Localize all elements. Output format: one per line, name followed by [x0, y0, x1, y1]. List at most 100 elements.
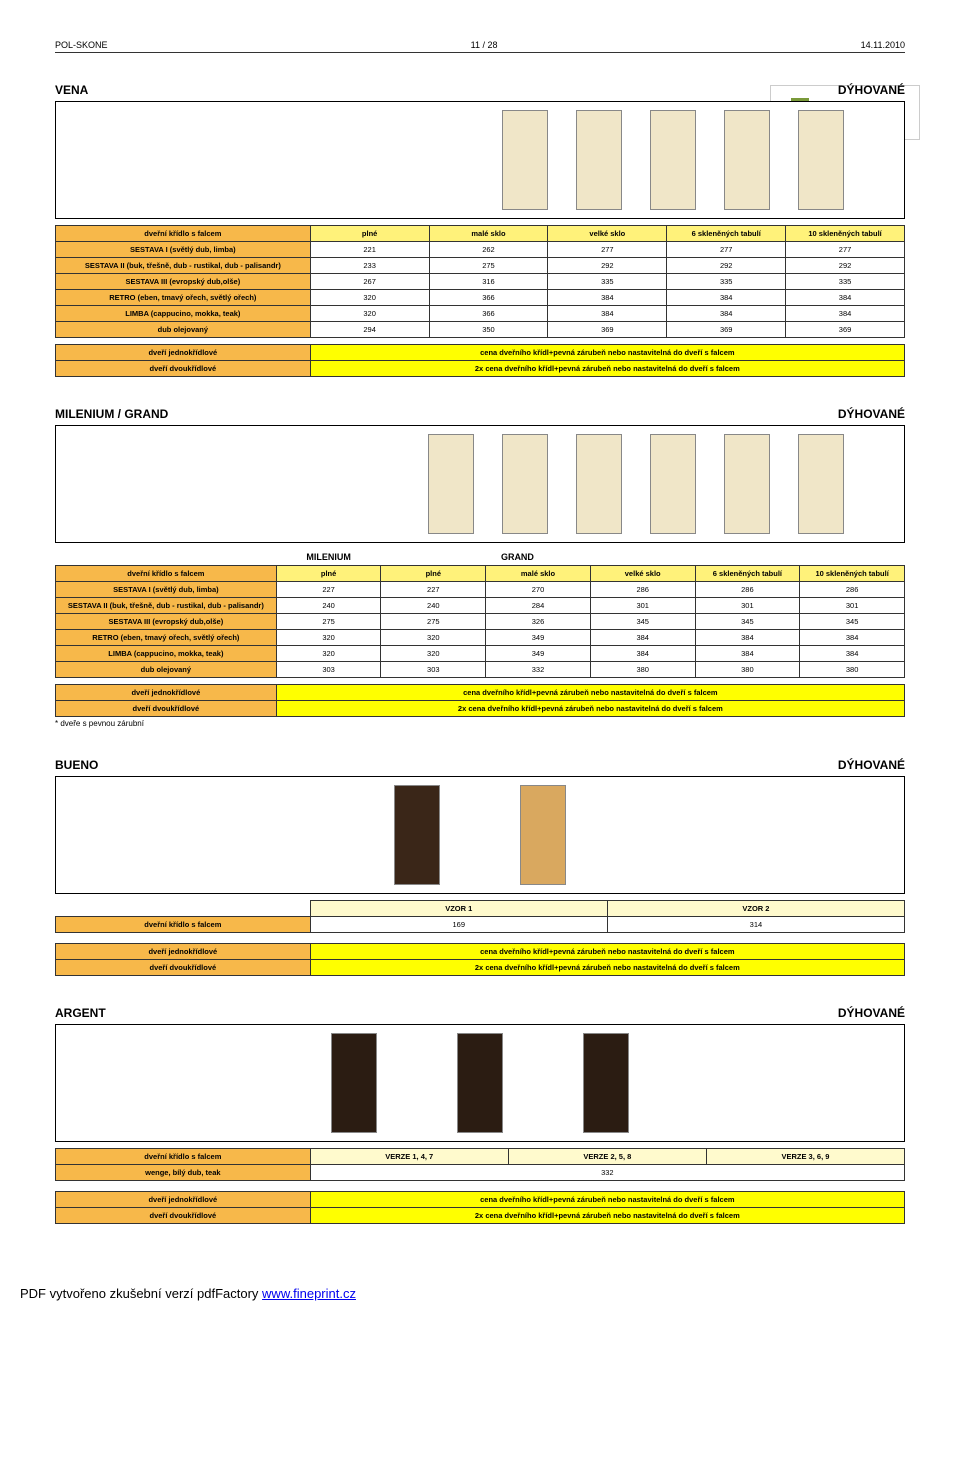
cell: 292: [786, 258, 905, 274]
cell: 366: [429, 306, 548, 322]
cell: 384: [786, 290, 905, 306]
cell: 240: [381, 598, 486, 614]
cell: 345: [590, 614, 695, 630]
argent-section: ARGENT DÝHOVANÉ dveřní křídlo s falcem V…: [55, 1006, 905, 1224]
cell: 349: [486, 630, 591, 646]
cell: 380: [590, 662, 695, 678]
door-image: [798, 110, 844, 210]
milenium-right: DÝHOVANÉ: [838, 407, 905, 421]
cell: 384: [548, 290, 667, 306]
cell: 384: [667, 306, 786, 322]
col-header: 6 skleněných tabulí: [695, 566, 800, 582]
row-label: SESTAVA III (evropský dub,olše): [56, 274, 311, 290]
cell: 384: [590, 630, 695, 646]
cell: 384: [800, 630, 905, 646]
cell: 221: [310, 242, 429, 258]
row-label: SESTAVA III (evropský dub,olše): [56, 614, 277, 630]
door-image: [724, 110, 770, 210]
cell: 320: [310, 306, 429, 322]
cell: 345: [800, 614, 905, 630]
group-header: GRAND: [381, 549, 905, 566]
cell: 332: [310, 1165, 904, 1181]
row-label: SESTAVA II (buk, třešně, dub - rustikal,…: [56, 258, 311, 274]
vena-doors: [55, 101, 905, 219]
row-label: SESTAVA I (světlý dub, limba): [56, 582, 277, 598]
cell: 366: [429, 290, 548, 306]
row-label: dub olejovaný: [56, 322, 311, 338]
cell: 286: [590, 582, 695, 598]
cell: 275: [276, 614, 381, 630]
door-image: [583, 1033, 629, 1133]
cell: 301: [800, 598, 905, 614]
door-image: [502, 110, 548, 210]
note-text: 2x cena dveřního křídl+pevná zárubeň neb…: [276, 701, 904, 717]
cell: 277: [667, 242, 786, 258]
note-label: dveří dvoukřídlové: [56, 361, 311, 377]
bueno-doors: [55, 776, 905, 894]
bueno-notes: dveří jednokřídlovécena dveřního křídl+p…: [55, 943, 905, 976]
row-label: SESTAVA I (světlý dub, limba): [56, 242, 311, 258]
milenium-footnote: * dveře s pevnou zárubní: [55, 719, 905, 728]
page-header: POL-SKONE 11 / 28 14.11.2010: [55, 40, 905, 53]
note-label: dveří dvoukřídlové: [56, 960, 311, 976]
col-header: VERZE 3, 6, 9: [706, 1149, 904, 1165]
header-right: 14.11.2010: [861, 40, 905, 50]
argent-table: dveřní křídlo s falcem VERZE 1, 4, 7 VER…: [55, 1148, 905, 1181]
milenium-table: MILENIUM GRAND dveřní křídlo s falcem pl…: [55, 549, 905, 678]
row-label: RETRO (eben, tmavý ořech, světlý ořech): [56, 630, 277, 646]
footer: PDF vytvořeno zkušební verzí pdfFactory …: [0, 1274, 960, 1313]
cell: 316: [429, 274, 548, 290]
cell: 275: [429, 258, 548, 274]
col-header: 10 skleněných tabulí: [786, 226, 905, 242]
cell: 277: [786, 242, 905, 258]
cell: 286: [800, 582, 905, 598]
milenium-section: MILENIUM / GRAND DÝHOVANÉ MILENIUM GRAND…: [55, 407, 905, 728]
footer-text: PDF vytvořeno zkušební verzí pdfFactory: [20, 1286, 262, 1301]
note-label: dveří jednokřídlové: [56, 1192, 311, 1208]
col-header: VZOR 1: [310, 901, 607, 917]
cell: 332: [486, 662, 591, 678]
bueno-section: BUENO DÝHOVANÉ VZOR 1 VZOR 2 dveřní kříd…: [55, 758, 905, 976]
row-label: LIMBA (cappucino, mokka, teak): [56, 306, 311, 322]
door-image: [724, 434, 770, 534]
row-label: dub olejovaný: [56, 662, 277, 678]
milenium-notes: dveří jednokřídlovécena dveřního křídl+p…: [55, 684, 905, 717]
note-label: dveří jednokřídlové: [56, 944, 311, 960]
note-label: dveří dvoukřídlové: [56, 701, 277, 717]
cell: 369: [667, 322, 786, 338]
col-header: VZOR 2: [607, 901, 904, 917]
note-text: cena dveřního křídl+pevná zárubeň nebo n…: [276, 685, 904, 701]
cell: 294: [310, 322, 429, 338]
cell: 277: [548, 242, 667, 258]
cell: 320: [381, 646, 486, 662]
cell: 350: [429, 322, 548, 338]
argent-title: ARGENT: [55, 1006, 106, 1020]
door-image: [502, 434, 548, 534]
cell: 262: [429, 242, 548, 258]
note-label: dveří jednokřídlové: [56, 345, 311, 361]
note-text: cena dveřního křídl+pevná zárubeň nebo n…: [310, 345, 904, 361]
cell: 369: [548, 322, 667, 338]
cell: 384: [695, 646, 800, 662]
cell: 384: [667, 290, 786, 306]
milenium-title: MILENIUM / GRAND: [55, 407, 168, 421]
footer-link[interactable]: www.fineprint.cz: [262, 1286, 356, 1301]
cell: 301: [695, 598, 800, 614]
cell: 303: [276, 662, 381, 678]
cell: 320: [381, 630, 486, 646]
note-label: dveří dvoukřídlové: [56, 1208, 311, 1224]
row-header: dveřní křídlo s falcem: [56, 566, 277, 582]
row-label: LIMBA (cappucino, mokka, teak): [56, 646, 277, 662]
vena-notes: dveří jednokřídlovécena dveřního křídl+p…: [55, 344, 905, 377]
row-header: dveřní křídlo s falcem: [56, 1149, 311, 1165]
cell: 233: [310, 258, 429, 274]
door-image: [457, 1033, 503, 1133]
cell: 384: [548, 306, 667, 322]
door-image: [650, 110, 696, 210]
vena-right: DÝHOVANÉ: [838, 83, 905, 97]
door-image: [520, 785, 566, 885]
header-left: POL-SKONE: [55, 40, 108, 50]
cell: 270: [486, 582, 591, 598]
col-header: malé sklo: [486, 566, 591, 582]
group-header: MILENIUM: [276, 549, 381, 566]
